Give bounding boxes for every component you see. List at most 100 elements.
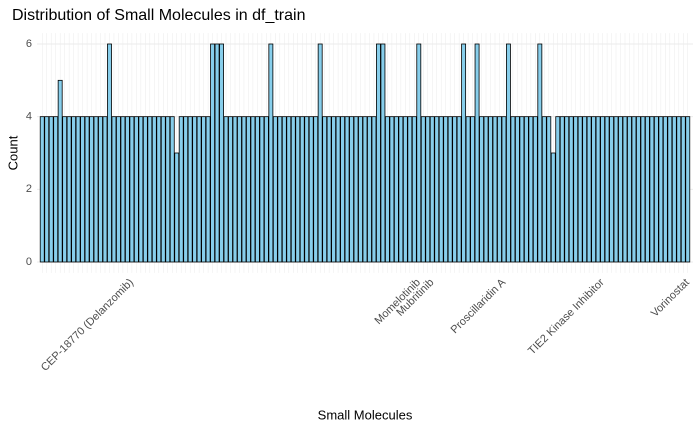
bar <box>452 116 458 263</box>
bar <box>555 116 561 263</box>
bar <box>667 116 673 263</box>
y-tick-label: 2 <box>26 183 32 195</box>
bar <box>223 116 229 263</box>
bar <box>84 116 90 263</box>
bar <box>281 116 287 263</box>
bar <box>349 116 354 263</box>
bar <box>308 116 314 263</box>
bar <box>353 116 359 263</box>
bar <box>492 116 498 263</box>
bar <box>272 116 278 263</box>
bar <box>295 116 301 263</box>
bar <box>304 116 310 263</box>
bar <box>514 116 520 263</box>
bar <box>447 116 453 263</box>
bar <box>582 116 588 263</box>
bar <box>129 116 135 263</box>
bar <box>573 116 579 263</box>
bar <box>138 116 144 263</box>
bar <box>640 116 646 263</box>
bar <box>62 116 68 263</box>
bar <box>165 116 171 263</box>
bar <box>680 116 686 263</box>
bar <box>277 116 283 263</box>
bar <box>237 116 242 263</box>
bar <box>622 116 628 263</box>
bar <box>438 116 444 263</box>
bar <box>577 116 583 263</box>
bar <box>160 116 166 263</box>
bar <box>429 116 435 263</box>
bar <box>398 116 404 263</box>
bar <box>389 116 395 263</box>
bar <box>196 116 202 263</box>
bar <box>568 116 574 263</box>
bar <box>93 116 99 263</box>
bar <box>461 43 467 263</box>
bar <box>44 116 50 263</box>
bar <box>546 116 552 263</box>
bar <box>393 116 399 263</box>
bar <box>201 116 207 263</box>
bar <box>183 116 189 263</box>
bar <box>120 116 126 263</box>
bar <box>371 116 377 263</box>
bar <box>434 116 440 263</box>
bar <box>205 116 211 263</box>
bar <box>178 116 184 263</box>
bar <box>595 116 601 263</box>
bar <box>53 116 59 263</box>
bar <box>541 116 547 263</box>
bar <box>210 43 216 263</box>
bar <box>528 116 534 263</box>
bar <box>631 116 637 263</box>
y-tick-label: 4 <box>26 111 32 123</box>
bar <box>174 152 180 263</box>
bar <box>479 116 484 263</box>
bar <box>250 116 256 263</box>
bar <box>340 116 346 263</box>
bar <box>416 43 422 263</box>
bar <box>367 116 372 263</box>
bar <box>407 116 413 263</box>
bar <box>66 116 72 263</box>
bar <box>151 116 157 263</box>
bar <box>246 116 251 263</box>
bar <box>497 116 502 263</box>
bar <box>501 116 507 263</box>
bar <box>228 116 233 263</box>
bar <box>384 116 390 263</box>
bar <box>48 116 54 263</box>
bar <box>456 116 462 263</box>
bar <box>133 116 139 263</box>
bar <box>488 116 493 263</box>
bar <box>147 116 153 263</box>
bar <box>124 116 130 263</box>
bar <box>676 116 682 263</box>
bar <box>313 116 319 263</box>
bar <box>627 116 632 263</box>
bar <box>653 116 659 263</box>
bar <box>254 116 260 263</box>
bar <box>116 116 121 263</box>
x-tick-label: Vorinostat <box>649 277 692 320</box>
bar <box>107 43 112 263</box>
bar <box>299 116 305 263</box>
bar <box>443 116 449 263</box>
bar <box>286 116 292 263</box>
bar <box>259 116 265 263</box>
chart-title: Distribution of Small Molecules in df_tr… <box>12 7 305 24</box>
bar <box>335 116 341 263</box>
bar <box>506 43 511 263</box>
bar <box>550 152 556 263</box>
bar <box>89 116 94 263</box>
bar <box>613 116 619 263</box>
x-axis-title: Small Molecules <box>318 407 413 422</box>
bar <box>564 116 570 263</box>
bar <box>362 116 368 263</box>
bar <box>591 116 597 263</box>
bar <box>474 43 480 263</box>
bar <box>685 116 691 263</box>
bar <box>344 116 350 263</box>
x-tick-label: Proscillaridin A <box>449 276 509 336</box>
